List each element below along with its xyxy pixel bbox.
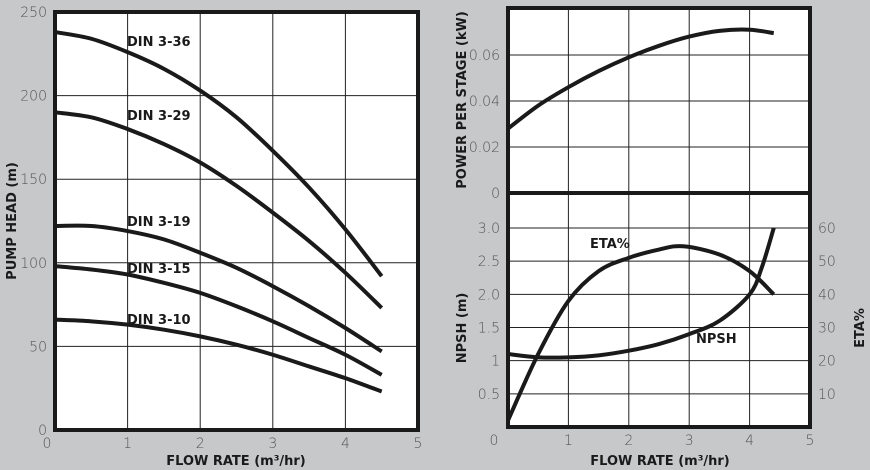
series-label: DIN 3-29 bbox=[127, 109, 191, 124]
y2-tick-label: 30 bbox=[818, 321, 836, 337]
y-tick-label: 0.02 bbox=[469, 140, 500, 156]
y-tick-label: 1 bbox=[491, 354, 500, 370]
y-tick-label: 150 bbox=[20, 172, 47, 188]
curve-npsh bbox=[507, 227, 776, 360]
y-tick-label: 50 bbox=[29, 339, 47, 355]
y-tick-label: 100 bbox=[20, 256, 47, 272]
series-label: DIN 3-36 bbox=[127, 35, 191, 50]
plot-area-head bbox=[55, 12, 418, 430]
x-tick-label: 1 bbox=[564, 433, 573, 449]
frame-right bbox=[506, 6, 812, 429]
y-axis-label: POWER PER STAGE (kW) bbox=[455, 11, 470, 189]
curve-eta bbox=[506, 244, 776, 422]
x-tick-label: 5 bbox=[414, 436, 423, 452]
x-tick-label: 2 bbox=[624, 433, 633, 449]
y-tick-label: 2.0 bbox=[478, 287, 500, 303]
x-axis-label: FLOW RATE (m³/hr) bbox=[166, 454, 306, 469]
x-tick-label: 2 bbox=[196, 436, 205, 452]
x-tick-label: 4 bbox=[745, 433, 754, 449]
y-tick-label: 2.5 bbox=[478, 254, 500, 270]
curve-din-3-19 bbox=[54, 223, 383, 354]
x-tick-label: 3 bbox=[685, 433, 694, 449]
series-label: DIN 3-10 bbox=[127, 313, 191, 328]
series-label: ETA% bbox=[590, 237, 630, 252]
series-label: NPSH bbox=[696, 332, 737, 347]
curve-din-3-10 bbox=[54, 317, 383, 394]
y2-tick-label: 20 bbox=[818, 354, 836, 370]
y-tick-label: 0 bbox=[38, 423, 47, 439]
x-tick-label: 3 bbox=[268, 436, 277, 452]
x-axis-label: FLOW RATE (m³/hr) bbox=[590, 454, 730, 469]
x-tick-label: 4 bbox=[341, 436, 350, 452]
x-tick-label: 1 bbox=[123, 436, 132, 452]
series-label: DIN 3-19 bbox=[127, 215, 191, 230]
curve-din-3-15 bbox=[54, 264, 383, 377]
x-tick-label: 5 bbox=[806, 433, 815, 449]
y2-tick-label: 40 bbox=[818, 287, 836, 303]
plot-area-npsh bbox=[508, 193, 810, 427]
y-tick-label: 0.04 bbox=[469, 94, 500, 110]
y-tick-label: 200 bbox=[20, 89, 47, 105]
curve-din-3-29 bbox=[54, 110, 384, 310]
series-label: DIN 3-15 bbox=[127, 262, 191, 277]
curve-din-3-36 bbox=[54, 30, 384, 278]
y-tick-label: 3.0 bbox=[478, 221, 500, 237]
y-tick-label: 1.5 bbox=[478, 321, 500, 337]
y2-tick-label: 50 bbox=[818, 254, 836, 270]
y2-axis-label: ETA% bbox=[853, 308, 868, 348]
y-tick-label: 0 bbox=[491, 186, 500, 202]
x-tick-label: 0 bbox=[490, 433, 499, 449]
y-tick-label: 250 bbox=[20, 5, 47, 21]
y2-tick-label: 10 bbox=[818, 387, 836, 403]
y-axis-label: PUMP HEAD (m) bbox=[5, 162, 20, 280]
x-tick-label: 0 bbox=[43, 436, 52, 452]
y-axis-label: NPSH (m) bbox=[455, 293, 470, 364]
frame-head bbox=[53, 10, 420, 432]
curve-power bbox=[506, 27, 775, 131]
y2-tick-label: 60 bbox=[818, 221, 836, 237]
y-tick-label: 0.5 bbox=[478, 387, 500, 403]
y-tick-label: 0.06 bbox=[469, 48, 500, 64]
